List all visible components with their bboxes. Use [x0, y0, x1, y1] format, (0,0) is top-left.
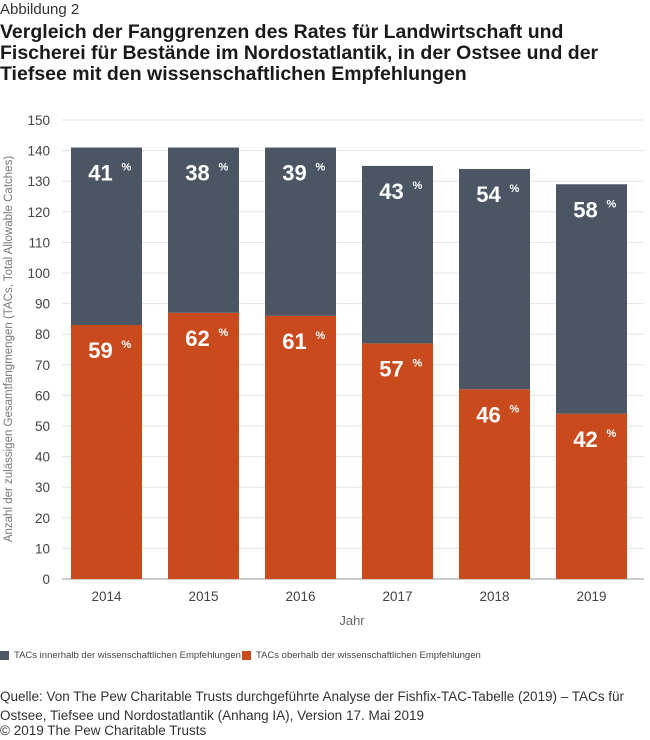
y-tick-label: 50: [35, 419, 50, 434]
x-axis-label: Jahr: [339, 613, 365, 628]
percent-sign: %: [413, 357, 423, 369]
y-tick-label: 60: [35, 388, 50, 403]
bar-2014-inside: [71, 147, 142, 326]
percent-sign: %: [316, 162, 326, 174]
copyright: © 2019 The Pew Charitable Trusts: [0, 723, 207, 738]
bar-2019-above: [556, 413, 627, 579]
y-tick-label: 100: [27, 266, 50, 281]
y-axis-label: Anzahl der zulässigen Gesamtfangmengen (…: [3, 156, 15, 542]
percent-sign: %: [607, 198, 617, 210]
percent-sign: %: [122, 162, 132, 174]
data-label: 39: [282, 161, 306, 186]
bars: 59 % 41 % 62 % 38 % 61 % 39 % 57 % 43 % 46 % 54 % 42 % 58%: [71, 147, 627, 579]
bar-2015-inside: [168, 147, 239, 313]
x-tick-label: 2017: [382, 589, 412, 604]
y-tick-label: 20: [35, 511, 50, 526]
y-tick-label: 0: [42, 572, 50, 587]
x-tick-label: 2018: [479, 589, 509, 604]
chart-title: Vergleich der Fanggrenzen des Rates für …: [0, 21, 599, 85]
y-tick-label: 70: [35, 358, 50, 373]
bar-2014-above: [71, 325, 142, 579]
data-label: 57: [379, 356, 403, 381]
y-tick-label: 80: [35, 327, 50, 342]
x-tick-label: 2019: [576, 589, 606, 604]
y-axis-ticks: 0 10 20 30 40 50 60 70 80 90 100 110 120 130 140 150: [27, 113, 50, 587]
percent-sign: %: [413, 180, 423, 192]
y-tick-label: 140: [27, 144, 50, 159]
legend-label-above: TACs oberhalb der wissenschaftlichen Emp…: [256, 650, 481, 661]
y-tick-label: 40: [35, 450, 50, 465]
bar-2018-above: [459, 389, 530, 579]
data-label: 41: [88, 161, 112, 186]
x-axis-ticks: 2014 2015 2016 2017 2018 2019: [91, 589, 606, 604]
data-label: 43: [379, 179, 403, 204]
y-tick-label: 150: [27, 113, 50, 128]
percent-sign: %: [510, 403, 520, 415]
grid-lines: [62, 119, 644, 580]
data-label: 38: [185, 161, 209, 186]
figure-number: Abbildung 2: [0, 1, 80, 18]
percent-sign: %: [219, 327, 229, 339]
x-tick-label: 2014: [91, 589, 122, 604]
y-tick-label: 120: [27, 205, 50, 220]
y-tick-label: 30: [35, 480, 50, 495]
x-tick-label: 2016: [285, 589, 315, 604]
percent-sign: %: [316, 330, 326, 342]
data-label: 58: [573, 197, 597, 222]
data-label: 46: [476, 402, 500, 427]
y-tick-label: 10: [35, 541, 50, 556]
legend-item-above: TACs oberhalb der wissenschaftlichen Emp…: [242, 650, 481, 661]
bar-2017-inside: [362, 165, 433, 344]
bar-2016-above: [265, 315, 336, 579]
legend-swatch-inside: [0, 651, 9, 660]
data-label: 54: [476, 182, 501, 207]
bar-2017-above: [362, 343, 433, 579]
percent-sign: %: [510, 183, 520, 195]
data-label: 61: [282, 329, 306, 354]
bar-2019-inside: [556, 184, 627, 414]
stacked-bar-chart: 0 10 20 30 40 50 60 70 80 90 100 110 120 130 140 150 59…: [3, 113, 644, 628]
bar-2016-inside: [265, 147, 336, 316]
source-note: Quelle: Von The Pew Charitable Trusts du…: [0, 689, 625, 723]
data-label: 59: [88, 338, 112, 363]
legend-item-inside: TACs innerhalb der wissenschaftlichen Em…: [0, 650, 241, 661]
legend-swatch-above: [242, 651, 251, 660]
bar-2015-above: [168, 312, 239, 579]
bar-2018-inside: [459, 168, 530, 390]
percent-sign: %: [607, 428, 617, 440]
y-tick-label: 110: [28, 235, 50, 250]
data-label: 62: [185, 326, 209, 351]
percent-sign: %: [219, 162, 229, 174]
x-tick-label: 2015: [188, 589, 218, 604]
y-tick-label: 90: [35, 297, 50, 312]
legend-label-inside: TACs innerhalb der wissenschaftlichen Em…: [14, 650, 241, 661]
y-tick-label: 130: [27, 174, 50, 189]
data-label: 42: [573, 427, 597, 452]
percent-sign: %: [122, 339, 132, 351]
